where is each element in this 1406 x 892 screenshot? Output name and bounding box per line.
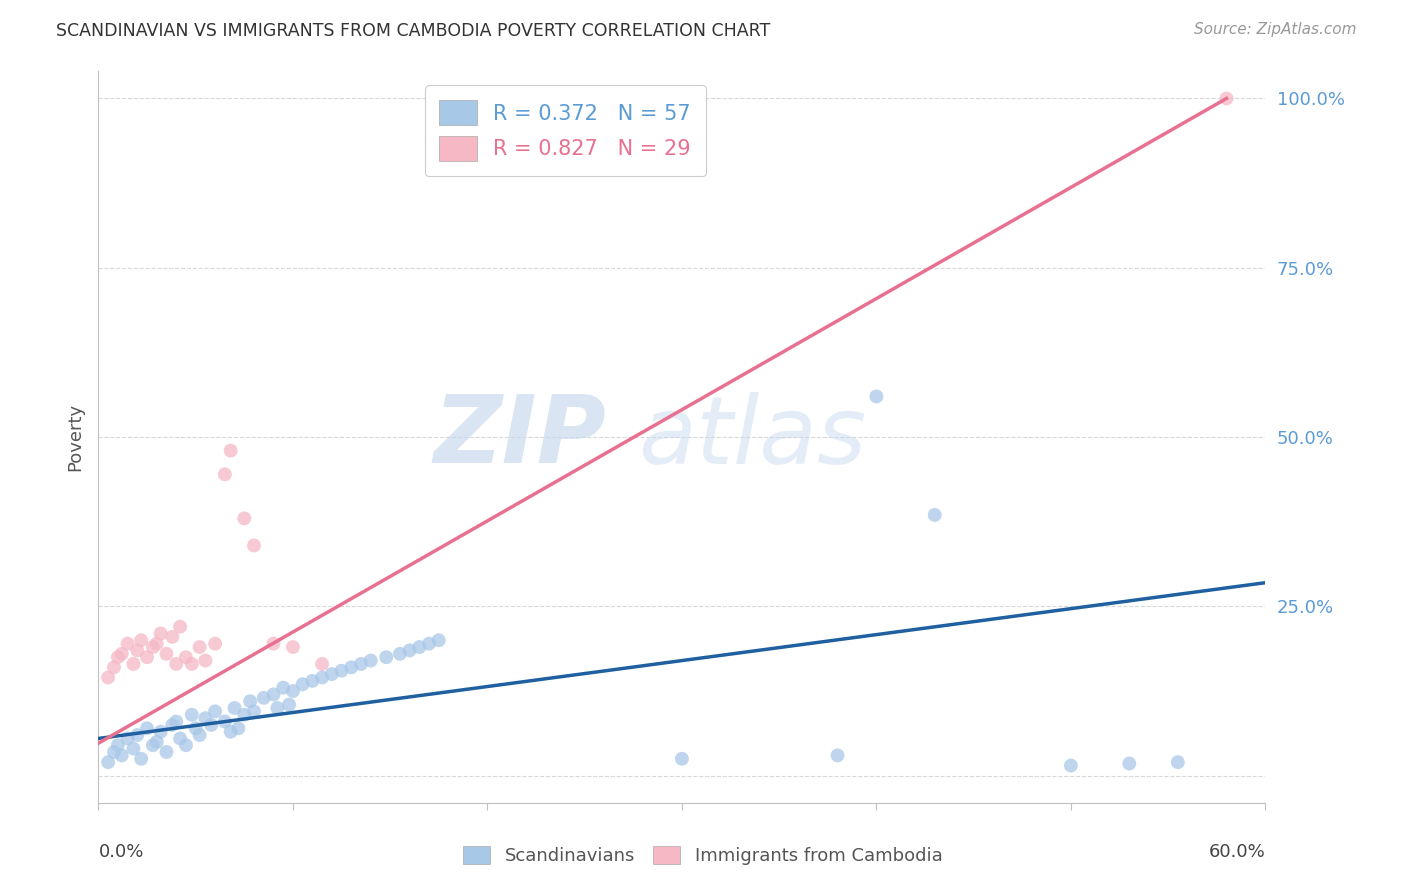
Point: [262, 637, 284, 651]
Point: [233, 707, 256, 722]
Point: [278, 698, 301, 712]
Point: [1060, 758, 1083, 772]
Point: [375, 650, 398, 665]
Point: [214, 467, 236, 482]
Point: [1167, 755, 1189, 769]
Point: [165, 714, 187, 729]
Point: [122, 741, 145, 756]
Point: [162, 718, 184, 732]
Point: [111, 647, 134, 661]
Point: [281, 684, 304, 698]
Text: 0.0%: 0.0%: [98, 843, 143, 861]
Point: [180, 707, 202, 722]
Point: [188, 728, 211, 742]
Point: [418, 637, 440, 651]
Point: [266, 701, 288, 715]
Y-axis label: Poverty: Poverty: [66, 403, 84, 471]
Point: [253, 690, 276, 705]
Point: [1215, 91, 1237, 105]
Point: [107, 650, 129, 665]
Point: [136, 650, 159, 665]
Point: [136, 721, 159, 735]
Point: [103, 660, 125, 674]
Point: [827, 748, 849, 763]
Point: [162, 630, 184, 644]
Point: [129, 633, 152, 648]
Point: [228, 721, 250, 735]
Point: [127, 728, 149, 742]
Point: [155, 745, 177, 759]
Point: [146, 637, 169, 651]
Point: [194, 711, 217, 725]
Text: 60.0%: 60.0%: [1209, 843, 1265, 861]
Point: [271, 681, 294, 695]
Point: [321, 667, 343, 681]
Point: [360, 654, 382, 668]
Text: Source: ZipAtlas.com: Source: ZipAtlas.com: [1194, 22, 1357, 37]
Point: [169, 620, 191, 634]
Text: SCANDINAVIAN VS IMMIGRANTS FROM CAMBODIA POVERTY CORRELATION CHART: SCANDINAVIAN VS IMMIGRANTS FROM CAMBODIA…: [56, 22, 770, 40]
Point: [311, 671, 333, 685]
Point: [174, 650, 197, 665]
Point: [243, 705, 266, 719]
Point: [117, 637, 139, 651]
Point: [340, 660, 363, 674]
Point: [311, 657, 333, 671]
Point: [149, 724, 172, 739]
Legend: Scandinavians, Immigrants from Cambodia: Scandinavians, Immigrants from Cambodia: [454, 837, 952, 874]
Point: [388, 647, 411, 661]
Point: [865, 389, 887, 403]
Point: [184, 721, 207, 735]
Point: [97, 671, 120, 685]
Point: [224, 701, 246, 715]
Point: [127, 643, 149, 657]
Point: [155, 647, 177, 661]
Point: [924, 508, 946, 522]
Point: [281, 640, 304, 654]
Point: [142, 738, 165, 752]
Point: [243, 538, 266, 552]
Point: [262, 688, 284, 702]
Point: [122, 657, 145, 671]
Text: atlas: atlas: [638, 392, 866, 483]
Legend: R = 0.372   N = 57, R = 0.827   N = 29: R = 0.372 N = 57, R = 0.827 N = 29: [425, 86, 706, 176]
Text: ZIP: ZIP: [433, 391, 606, 483]
Point: [107, 738, 129, 752]
Point: [188, 640, 211, 654]
Point: [142, 640, 165, 654]
Point: [103, 745, 125, 759]
Point: [408, 640, 430, 654]
Point: [204, 705, 226, 719]
Point: [200, 718, 222, 732]
Point: [671, 752, 693, 766]
Point: [214, 714, 236, 729]
Point: [350, 657, 373, 671]
Point: [174, 738, 197, 752]
Point: [219, 724, 242, 739]
Point: [291, 677, 314, 691]
Point: [427, 633, 450, 648]
Point: [97, 755, 120, 769]
Point: [149, 626, 172, 640]
Point: [398, 643, 420, 657]
Point: [111, 748, 134, 763]
Point: [146, 735, 169, 749]
Point: [239, 694, 262, 708]
Point: [330, 664, 353, 678]
Point: [301, 673, 323, 688]
Point: [165, 657, 187, 671]
Point: [204, 637, 226, 651]
Point: [129, 752, 152, 766]
Point: [1118, 756, 1140, 771]
Point: [169, 731, 191, 746]
Point: [180, 657, 202, 671]
Point: [194, 654, 217, 668]
Point: [219, 443, 242, 458]
Point: [117, 731, 139, 746]
Point: [233, 511, 256, 525]
